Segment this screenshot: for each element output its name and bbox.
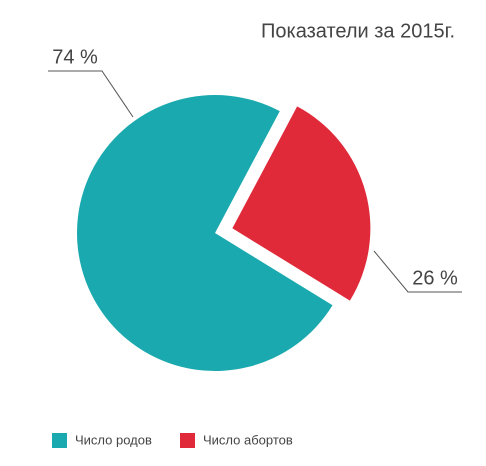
data-label: 74 %: [52, 46, 98, 68]
leader-line: [48, 70, 134, 118]
pie-slice: [77, 94, 333, 371]
chart-title: Показатели за 2015г.: [261, 20, 455, 42]
legend-swatch: [52, 433, 67, 448]
data-label: 26 %: [412, 267, 458, 289]
leader-line: [373, 250, 462, 293]
legend-label: Число абортов: [203, 432, 293, 447]
legend-label: Число родов: [75, 432, 152, 447]
legend-swatch: [180, 433, 195, 448]
pie-slice: [232, 106, 371, 301]
